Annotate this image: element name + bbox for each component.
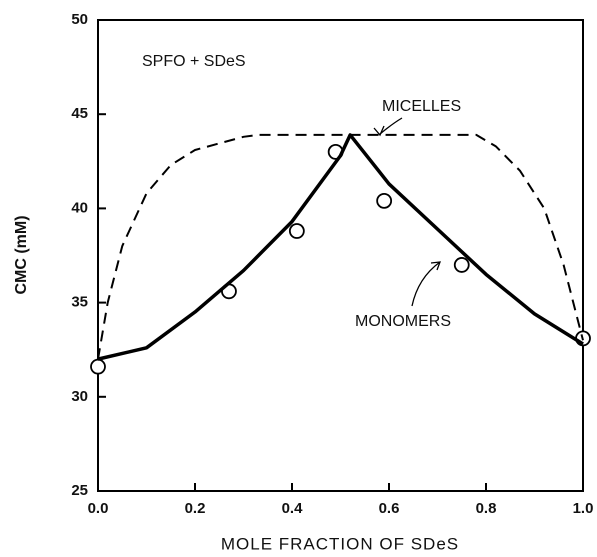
data-point xyxy=(288,223,305,239)
x-tick-label: 0.8 xyxy=(476,500,497,517)
plot-frame xyxy=(97,19,584,492)
data-point xyxy=(453,257,470,273)
micelles-line xyxy=(97,133,584,360)
x-tick-label: 0.2 xyxy=(185,500,206,517)
annotation: MONOMERS xyxy=(355,313,451,330)
x-axis-label: MOLE FRACTION OF SDeS xyxy=(221,534,459,553)
data-point xyxy=(90,358,106,375)
x-tick-label: 0.6 xyxy=(379,500,400,517)
arrow-head xyxy=(430,261,441,271)
x-tick-label: 0.4 xyxy=(282,500,304,517)
monomers-line xyxy=(97,133,584,361)
y-axis-label: CMC (mM) xyxy=(13,215,30,294)
y-tick-label: 40 xyxy=(71,199,88,216)
data-point xyxy=(376,192,393,209)
x-tick-label: 0.0 xyxy=(88,500,109,517)
y-tick-label: 25 xyxy=(71,482,88,499)
x-tick-label: 1.0 xyxy=(573,500,594,517)
y-tick-label: 45 xyxy=(71,105,88,122)
arrow-head xyxy=(373,125,385,137)
annotation: MICELLES xyxy=(382,98,461,115)
y-tick-label: 35 xyxy=(71,294,88,311)
annotation: SPFO + SDeS xyxy=(142,53,246,70)
y-tick-label: 30 xyxy=(71,388,88,405)
arrow xyxy=(379,117,403,135)
arrow xyxy=(411,261,441,307)
y-tick-label: 50 xyxy=(71,11,88,28)
